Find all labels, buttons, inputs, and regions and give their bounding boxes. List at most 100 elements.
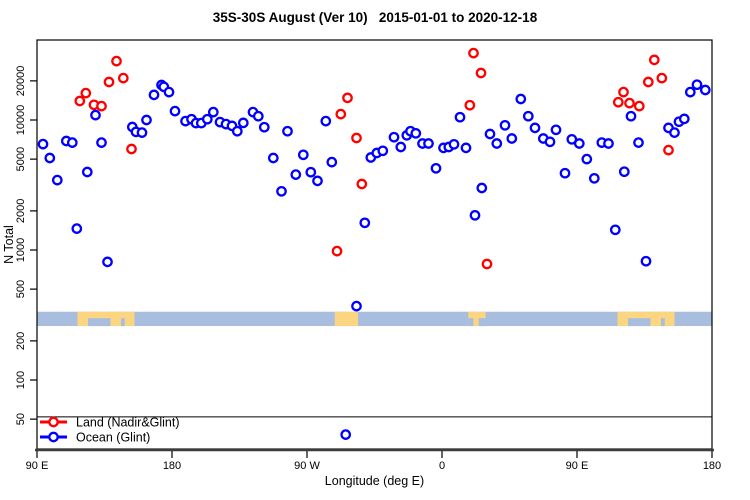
scatter-point-ocean [340,429,352,440]
x-tick-label: 180 [163,460,181,472]
scatter-point-ocean [326,156,338,168]
scatter-point-ocean [351,300,362,312]
scatter-point-ocean [44,152,56,164]
scatter-point-land [96,100,107,112]
legend-marker-ocean [48,431,59,443]
scatter-point-ocean [96,137,107,148]
scatter-point-ocean [581,153,593,165]
y-tick-label: 10000 [15,105,27,136]
scatter-point-ocean [460,142,472,154]
scatter-point-ocean [395,141,407,153]
scatter-point-land [475,67,487,79]
x-tick-label: 180 [703,460,721,472]
y-tick-label: 2000 [15,199,27,223]
x-axis-title: Longitude (deg E) [325,474,424,488]
scatter-point-ocean [640,255,652,267]
scatter-point-ocean [163,86,175,98]
scatter-point-ocean [169,105,181,117]
y-tick-label: 5000 [15,147,27,171]
scatter-point-ocean [633,137,644,148]
scatter-point-ocean [506,133,518,144]
scatter-point-land [335,108,347,120]
x-tick-label: 0 [439,460,445,472]
map-band-coast-notch [661,318,665,327]
scatter-point-land [663,144,674,156]
scatter-point-ocean [312,175,323,187]
scatter-point-land [351,132,362,144]
x-tick-label: 90 E [26,460,49,472]
scatter-point-ocean [90,109,101,121]
scatter-point-ocean [499,119,511,131]
scatter-point-ocean [454,111,466,123]
scatter-point-land [481,258,493,270]
scatter-point-ocean [484,128,496,140]
scatter-point-ocean [71,223,83,234]
scatter-point-ocean [148,89,160,101]
scatter-point-ocean [51,174,63,186]
scatter-point-ocean [297,149,309,161]
scatter-point-ocean [618,166,630,178]
scatter-point-ocean [290,169,302,180]
scatter-point-ocean [359,217,371,229]
scatter-point-land [356,178,368,190]
map-band-coast-notch [468,318,474,327]
scatter-point-land [464,99,476,111]
scatter-point-land [126,143,137,155]
plot-border [36,39,713,450]
scatter-point-ocean [559,167,571,179]
scatter-point-ocean [141,114,152,126]
scatter-point-land [117,72,129,84]
scatter-point-ocean [81,166,93,178]
scatter-point-ocean [37,138,49,150]
scatter-point-ocean [678,113,690,125]
scatter-point-ocean [515,93,527,105]
scatter-point-ocean [544,136,556,148]
scatter-point-ocean [320,115,332,127]
map-band-coast-notch [88,318,111,327]
scatter-point-ocean [267,152,279,164]
scatter-point-ocean [388,131,400,143]
legend-marker-land [48,416,59,428]
scatter-point-land [648,54,660,66]
scatter-point-ocean [625,110,637,122]
map-band-land-segment [334,311,358,327]
scatter-point-land [342,92,353,104]
scatter-point-ocean [603,138,614,149]
x-tick-label: 90 E [566,460,589,472]
scatter-point-ocean [573,138,585,149]
chart-title: 35S-30S August (Ver 10) 2015-01-01 to 20… [212,10,538,25]
map-band-coast-notch [478,318,486,327]
y-axis-title: N Total [2,225,16,264]
y-tick-label: 100 [15,371,27,389]
scatter-point-ocean [305,166,317,178]
scatter-point-ocean [469,209,481,221]
scatter-point-land [103,76,115,88]
legend-label-ocean: Ocean (Glint) [76,431,150,445]
scatter-point-ocean [522,110,534,122]
scatter-point-ocean [102,256,113,268]
scatter-point-ocean [699,84,711,96]
scatter-point-ocean [669,127,680,138]
scatter-point-ocean [282,125,293,137]
scatter-point-ocean [201,113,213,125]
scatter-point-ocean [609,224,621,236]
scatter-point-ocean [66,137,78,148]
scatter-point-land [468,47,479,59]
scatter-point-ocean [237,117,249,129]
scatter-point-ocean [207,106,219,118]
map-band-ocean [37,311,712,327]
scatter-point-land [111,55,122,67]
scatter-point-land [331,245,343,257]
scatter-point-ocean [377,145,389,157]
scatter-point-ocean [231,125,243,137]
scatter-point-ocean [410,127,422,139]
scatter-point-ocean [491,138,503,149]
scatter-point-ocean [448,138,460,150]
y-tick-label: 20000 [15,66,27,97]
y-tick-label: 50 [15,413,27,425]
scatter-point-land [612,96,624,108]
scatter-point-ocean [430,162,442,174]
scatter-point-ocean [136,127,148,138]
legend-label-land: Land (Nadir&Glint) [76,416,180,430]
